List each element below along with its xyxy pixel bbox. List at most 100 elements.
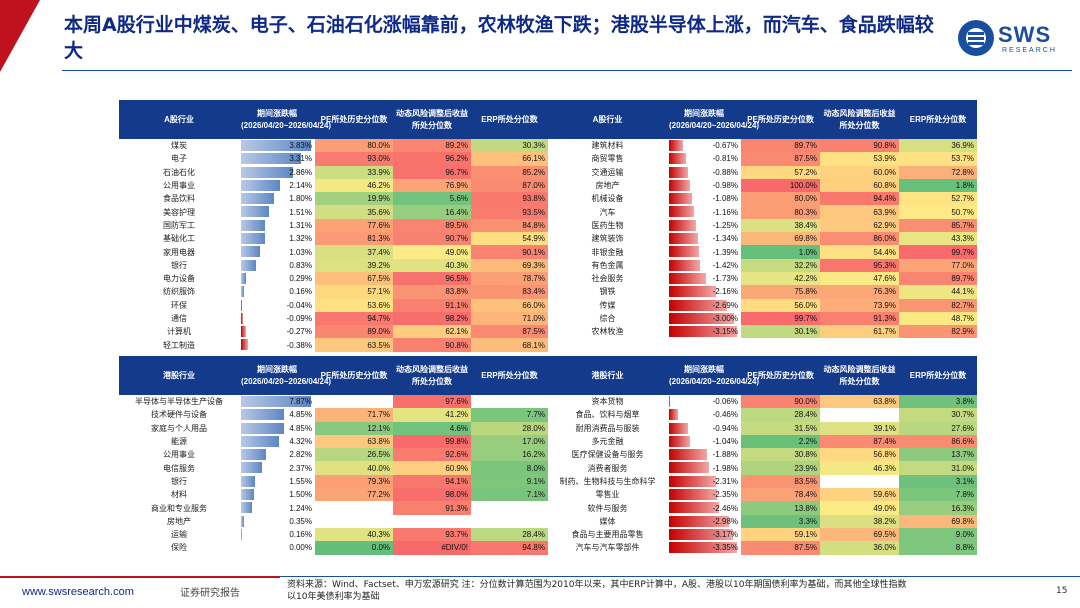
industry-name: 轻工制造 xyxy=(163,340,195,350)
change-value: -2.69% xyxy=(712,300,738,310)
risk-percentile-cell: 63.9% xyxy=(820,205,899,219)
industry-name: 社会服务 xyxy=(591,274,624,284)
industry-name: 制药、生物科技与生命科学 xyxy=(559,476,656,486)
industry-name: 交通运输 xyxy=(591,167,624,177)
change-bar-positive xyxy=(241,422,285,434)
change-cell: -3.00% xyxy=(667,312,741,325)
change-bar-negative xyxy=(241,326,246,338)
pe-percentile-cell xyxy=(315,395,393,409)
risk-percentile-cell: 93.7% xyxy=(393,527,471,542)
pe-percentile-cell: 79.3% xyxy=(315,474,393,489)
risk-percentile-cell: 87.4% xyxy=(820,434,899,449)
industry-name: 石油石化 xyxy=(163,167,195,177)
risk-percentile-cell: 60.0% xyxy=(820,165,899,179)
erp-percentile-cell: 3.8% xyxy=(899,395,977,409)
change-bar-negative xyxy=(669,449,708,461)
industry-name: 传媒 xyxy=(599,300,616,310)
change-cell: 4.85% xyxy=(239,422,315,435)
erp-percentile-cell: 7.1% xyxy=(471,488,548,502)
change-bar-positive xyxy=(241,396,311,407)
change-cell: -3.17% xyxy=(667,528,741,541)
industry-name: 非银金融 xyxy=(591,247,624,257)
change-cell: -0.98% xyxy=(667,179,741,192)
change-cell: -0.09% xyxy=(239,312,315,325)
erp-percentile-cell: 50.7% xyxy=(899,205,977,219)
change-cell: -0.38% xyxy=(239,338,315,351)
change-value: -0.67% xyxy=(712,141,738,151)
erp-percentile-cell: 28.0% xyxy=(471,421,548,435)
change-bar-positive xyxy=(241,233,266,245)
change-value: -1.16% xyxy=(712,207,738,217)
pe-percentile-cell: 89.0% xyxy=(315,325,393,339)
change-bar-positive xyxy=(241,502,253,514)
erp-percentile-cell: 17.0% xyxy=(471,434,548,449)
pe-percentile-cell: 67.5% xyxy=(315,271,393,286)
industry-name: 汽车与汽车零部件 xyxy=(575,543,640,553)
change-cell: -1.42% xyxy=(667,259,741,272)
website-link[interactable]: www.swsresearch.com xyxy=(22,586,134,598)
table-row: 电力设备 0.29% 67.5% 96.5% 78.7% 社会服务 -1.73% 42.2% 4… xyxy=(119,271,977,286)
pe-percentile-cell: 40.3% xyxy=(315,527,393,542)
empty-cell xyxy=(741,338,820,351)
pe-percentile-cell: 35.6% xyxy=(315,205,393,219)
risk-percentile-cell: #DIV/0! xyxy=(393,541,471,555)
change-value: 1.03% xyxy=(289,247,312,257)
change-bar-negative xyxy=(669,422,689,434)
erp-percentile-cell: 87.0% xyxy=(471,178,548,193)
change-value: 2.82% xyxy=(289,450,312,460)
change-value: 1.32% xyxy=(289,234,312,244)
change-cell: -0.27% xyxy=(239,325,315,338)
footer-line xyxy=(280,576,1080,577)
change-bar-negative xyxy=(241,299,242,311)
change-value: 0.83% xyxy=(289,260,312,270)
industry-name: 媒体 xyxy=(599,516,616,526)
table-row: 公用事业 2.82% 26.5% 92.6% 16.2% 医疗保健设备与服务 -1.88% 3… xyxy=(119,448,977,462)
change-bar-positive xyxy=(241,435,280,447)
risk-percentile-cell: 76.3% xyxy=(820,285,899,299)
table-row: 煤炭 3.83% 80.0% 89.2% 30.3% 建筑材料 -0.67% 89.7% 90.… xyxy=(119,139,977,153)
change-value: -3.00% xyxy=(712,314,738,323)
change-cell: -0.67% xyxy=(667,139,741,152)
risk-percentile-cell: 46.3% xyxy=(820,461,899,475)
change-value: -0.94% xyxy=(712,423,738,433)
risk-percentile-cell: 89.5% xyxy=(393,218,471,233)
change-value: -3.15% xyxy=(712,327,738,337)
change-value: -3.17% xyxy=(712,530,738,540)
change-cell: 0.16% xyxy=(239,528,315,541)
header-hk-industry: 港股行业 xyxy=(119,356,239,395)
erp-percentile-cell: 82.7% xyxy=(899,298,977,312)
pe-percentile-cell: 80.0% xyxy=(315,139,393,153)
change-bar-positive xyxy=(241,462,263,474)
pe-percentile-cell: 89.7% xyxy=(741,139,820,153)
change-bar-negative xyxy=(669,219,696,231)
pe-percentile-cell: 46.2% xyxy=(315,178,393,193)
change-cell: -1.88% xyxy=(667,448,741,461)
change-cell: -1.73% xyxy=(667,272,741,285)
pe-percentile-cell: 31.5% xyxy=(741,421,820,435)
risk-percentile-cell: 61.7% xyxy=(820,325,899,339)
empty-cell xyxy=(548,338,667,351)
change-value: 4.85% xyxy=(289,410,312,420)
header-chg: 期间涨跌幅(2026/04/20~2026/04/24) xyxy=(667,356,759,395)
change-cell: 0.29% xyxy=(239,272,315,285)
industry-name: 能源 xyxy=(171,437,187,447)
change-cell: 2.14% xyxy=(239,179,315,192)
erp-percentile-cell: 3.1% xyxy=(899,474,977,489)
risk-percentile-cell: 36.0% xyxy=(820,541,899,555)
industry-name: 消费者服务 xyxy=(587,463,628,473)
erp-percentile-cell: 31.0% xyxy=(899,461,977,475)
erp-percentile-cell: 86.6% xyxy=(899,434,977,449)
pe-percentile-cell: 75.8% xyxy=(741,285,820,299)
industry-name: 食品、饮料与烟草 xyxy=(575,410,640,420)
title-bar: 本周A股行业中煤炭、电子、石油石化涨幅靠前，农林牧渔下跌；港股半导体上涨，而汽车… xyxy=(0,0,1080,72)
change-bar-negative xyxy=(669,259,700,271)
risk-percentile-cell: 96.2% xyxy=(393,152,471,166)
pe-percentile-cell: 53.6% xyxy=(315,298,393,312)
erp-percentile-cell: 53.7% xyxy=(899,152,977,166)
header-pe: PE所处历史分位数 xyxy=(315,356,393,395)
change-bar-positive xyxy=(241,528,243,540)
change-value: -0.98% xyxy=(712,181,738,191)
table-row: 房地产 0.35% 媒体 -2.98% 3.3% 38.2% 69.8% xyxy=(119,514,977,528)
change-value: -3.35% xyxy=(712,543,738,553)
table-row: 保险 0.00% 0.0% #DIV/0! 94.8% 汽车与汽车零部件 -3.35% 87.… xyxy=(119,541,977,555)
